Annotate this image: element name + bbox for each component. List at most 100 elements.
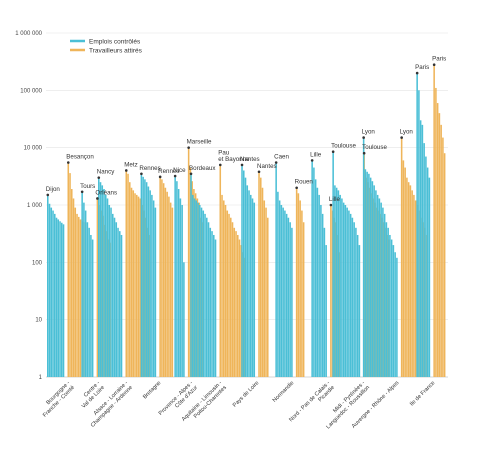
bar-emplois <box>106 198 109 377</box>
bar-emplois <box>385 222 388 377</box>
bar-emplois <box>382 207 384 377</box>
city-label: Orléans <box>95 189 117 196</box>
bar-emplois <box>207 222 210 377</box>
bar-travailleurs <box>168 196 170 377</box>
city-marker <box>274 161 278 164</box>
city-marker <box>66 161 70 164</box>
bar-travailleurs <box>136 194 138 377</box>
bar-emplois <box>284 210 286 377</box>
city-marker <box>189 172 193 176</box>
city-marker <box>187 146 190 149</box>
region-label: Ile de France <box>409 380 436 407</box>
city-label: Toulouse <box>331 143 356 150</box>
city-label: Caen <box>274 154 289 161</box>
bar-travailleurs <box>125 170 128 377</box>
bar-travailleurs <box>233 227 236 377</box>
bar-emplois <box>356 234 359 377</box>
bar-emplois <box>423 143 425 377</box>
bar-travailleurs <box>171 207 174 377</box>
bar-emplois <box>289 222 291 377</box>
city-marker <box>96 197 99 200</box>
y-tick-label: 10 <box>35 318 42 324</box>
y-tick-label: 10 000 <box>24 146 43 152</box>
city-label: Paris <box>415 64 429 71</box>
bar-emplois <box>366 171 368 377</box>
bar-travailleurs <box>238 239 241 377</box>
bar-emplois <box>380 202 382 377</box>
city-label: Besançon <box>66 154 94 161</box>
city-label: Lille <box>310 151 322 158</box>
bar-travailleurs <box>237 234 239 377</box>
bar-travailleurs <box>139 198 142 377</box>
y-tick-label: 1 000 <box>27 203 43 209</box>
bar-travailleurs <box>127 173 129 377</box>
bar-emplois <box>383 213 386 377</box>
bar-emplois <box>349 213 352 377</box>
bar-emplois <box>108 205 111 377</box>
city-marker <box>329 203 333 207</box>
city-marker <box>310 159 314 162</box>
bar-emplois <box>335 187 338 377</box>
bar-emplois <box>364 169 367 377</box>
bar-emplois <box>91 239 94 377</box>
bar-emplois <box>48 203 51 377</box>
y-tick-label: 100 <box>32 260 43 266</box>
city-label: Lyon <box>362 129 376 136</box>
bar-travailleurs <box>169 202 172 377</box>
bar-travailleurs <box>129 182 131 377</box>
bar-emplois <box>241 164 243 377</box>
bar-emplois <box>348 210 350 377</box>
bar-travailleurs <box>235 231 237 377</box>
bar-emplois <box>373 185 375 377</box>
region-label: Pays de Loire <box>232 380 260 408</box>
city-marker <box>158 175 162 179</box>
bar-travailleurs <box>221 194 223 377</box>
bar-emplois <box>204 213 206 377</box>
city-marker <box>432 63 436 66</box>
bar-emplois <box>206 217 208 377</box>
city-marker <box>218 163 222 167</box>
city-label: Nice <box>173 167 186 174</box>
bar-travailleurs <box>436 103 439 377</box>
bar-emplois <box>214 239 217 377</box>
bar-emplois <box>419 120 422 378</box>
bars <box>47 64 446 378</box>
city-label: Metz <box>124 161 137 168</box>
bar-emplois <box>346 207 348 377</box>
bar-emplois <box>351 217 354 377</box>
bar-emplois <box>84 210 87 377</box>
city-marker <box>257 170 261 174</box>
bar-travailleurs <box>438 113 441 377</box>
bar-travailleurs <box>301 210 303 377</box>
bar-emplois <box>98 177 100 377</box>
bar-emplois <box>355 227 357 377</box>
bar-emplois <box>115 222 118 377</box>
city-label: Nantes <box>257 163 277 170</box>
bar-emplois <box>369 177 372 377</box>
bar-travailleurs <box>413 194 415 377</box>
city-marker <box>173 174 177 178</box>
bar-travailleurs <box>224 205 227 377</box>
bar-emplois <box>342 202 345 377</box>
bar-travailleurs <box>260 177 262 377</box>
city-label: Pau <box>218 149 230 156</box>
legend-label-emplois: Emplois contrôlés <box>89 38 141 45</box>
bar-travailleurs <box>79 219 82 377</box>
bar-travailleurs <box>223 200 225 377</box>
bar-emplois <box>120 234 123 377</box>
bar-emplois <box>177 189 180 377</box>
bar-emplois <box>311 160 313 377</box>
bar-travailleurs <box>406 177 408 377</box>
bar-emplois <box>375 190 377 377</box>
bar-travailleurs <box>162 183 165 377</box>
bar-travailleurs <box>261 187 264 377</box>
bar-emplois <box>313 167 315 377</box>
bar-travailleurs <box>130 187 133 377</box>
bar-emplois <box>339 194 341 377</box>
bar-emplois <box>110 207 112 377</box>
bar-emplois <box>119 231 121 377</box>
city-marker <box>415 71 419 75</box>
city-label: Bordeaux <box>189 165 216 172</box>
bar-travailleurs <box>414 200 417 377</box>
